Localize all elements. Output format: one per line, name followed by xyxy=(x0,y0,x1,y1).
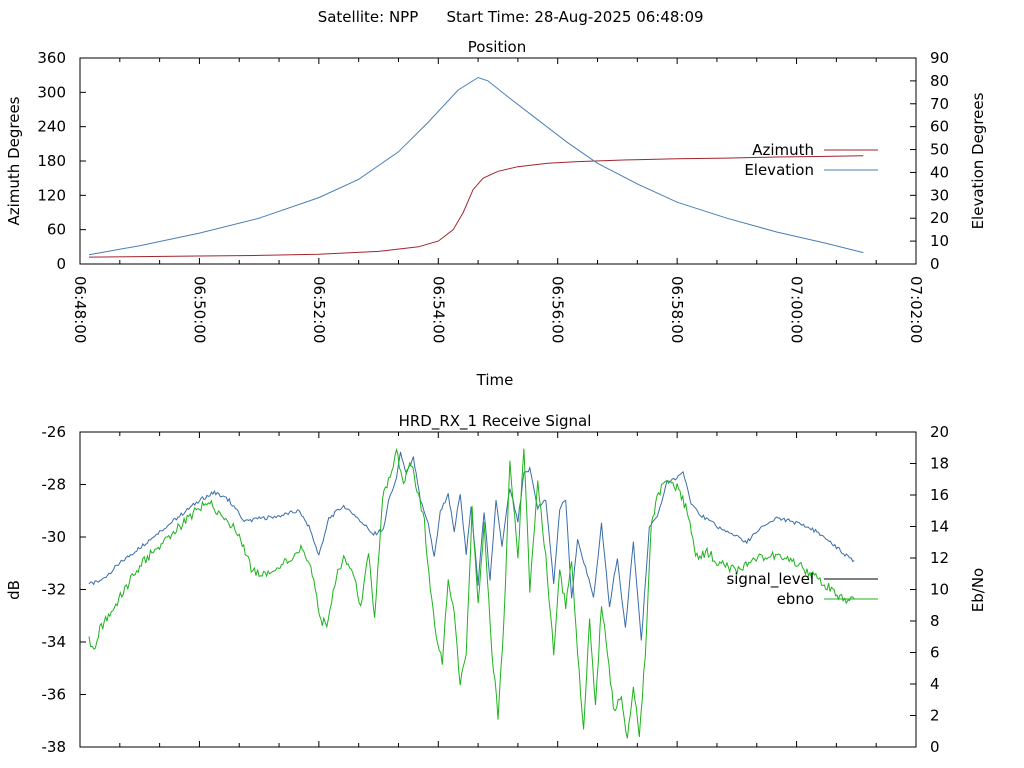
position-ytick-label: 300 xyxy=(37,83,66,101)
receive-signal-ylabel: dB xyxy=(5,580,23,600)
position-series-azimuth-line xyxy=(88,155,864,258)
position-chart-title: Position xyxy=(468,38,526,56)
receive-signal-ytick-label: -26 xyxy=(42,423,67,441)
header-satellite: Satellite: NPP xyxy=(318,8,419,26)
receive-signal-plot-area: -38 -36 -34 -32 -30 -28 -26 0 2 4 6 8 10 12 14 16 18 20 xyxy=(42,423,950,756)
receive-signal-ytick-label: -36 xyxy=(42,686,67,704)
position-ytick-label: 0 xyxy=(56,255,66,273)
position-y2tick-label: 30 xyxy=(930,186,949,204)
position-legend-label: Elevation xyxy=(744,161,814,179)
position-xtick-label: 07:02:00 xyxy=(907,276,925,343)
position-ylabel: Azimuth Degrees xyxy=(5,96,23,225)
receive-signal-chart: HRD_RX_1 Receive Signal -38-36-34-32-30-… xyxy=(5,412,987,756)
position-xtick-label: 06:50:00 xyxy=(190,276,208,343)
position-y2tick-label: 70 xyxy=(930,95,949,113)
receive-signal-y2tick-label: 14 xyxy=(930,518,949,536)
position-y2tick-label: 80 xyxy=(930,72,949,90)
receive-signal-y2tick-label: 10 xyxy=(930,581,949,599)
position-ytick-label: 360 xyxy=(37,49,66,67)
position-xtick-label: 07:00:00 xyxy=(788,276,806,343)
position-xtick-label: 06:56:00 xyxy=(549,276,567,343)
receive-signal-y2tick-label: 4 xyxy=(930,675,940,693)
position-xtick-label: 06:58:00 xyxy=(668,276,686,343)
position-y2tick-label: 10 xyxy=(930,232,949,250)
position-legend: Azimuth Elevation xyxy=(744,141,878,179)
position-xtick-label: 06:52:00 xyxy=(310,276,328,343)
receive-signal-title: HRD_RX_1 Receive Signal xyxy=(399,412,592,431)
position-y2tick-label: 90 xyxy=(930,49,949,67)
receive-signal-y2tick-label: 18 xyxy=(930,455,949,473)
receive-signal-series-ebno-line xyxy=(88,447,855,739)
position-ytick-label: 60 xyxy=(47,221,66,239)
position-chart: Position 0 60 120 180 240 300 360 0 10 20 30 40 50 60… xyxy=(5,38,987,389)
receive-signal-ytick-label: -30 xyxy=(42,528,67,546)
position-y2tick-label: 40 xyxy=(930,163,949,181)
receive-signal-plot-frame xyxy=(79,431,917,748)
receive-signal-y2tick-label: 8 xyxy=(930,612,940,630)
position-y2tick-label: 0 xyxy=(930,255,940,273)
position-y2tick-label: 60 xyxy=(930,118,949,136)
position-plot-area: 0 60 120 180 240 300 360 0 10 20 30 40 50 60 70 80 90 06:… xyxy=(37,49,949,343)
position-legend-label: Azimuth xyxy=(752,141,814,159)
receive-signal-y2tick-label: 6 xyxy=(930,644,940,662)
receive-signal-y2tick-label: 20 xyxy=(930,423,949,441)
position-xlabel: Time xyxy=(476,371,514,389)
receive-signal-ytick-label: -38 xyxy=(42,738,67,756)
receive-signal-legend-label: ebno xyxy=(777,590,814,608)
receive-signal-ytick-label: -28 xyxy=(42,476,67,494)
receive-signal-legend-label: signal_level xyxy=(726,570,814,589)
position-xtick-label: 06:54:00 xyxy=(429,276,447,343)
position-ytick-label: 180 xyxy=(37,152,66,170)
position-plot-frame xyxy=(79,57,917,265)
position-y2tick-label: 50 xyxy=(930,141,949,159)
position-xtick-label: 06:48:00 xyxy=(71,276,89,343)
position-series-elevation-line xyxy=(88,76,864,256)
receive-signal-y2label: Eb/No xyxy=(969,568,987,612)
receive-signal-y2tick-label: 0 xyxy=(930,738,940,756)
position-ytick-label: 120 xyxy=(37,186,66,204)
position-y2label: Elevation Degrees xyxy=(969,92,987,229)
receive-signal-y2tick-label: 2 xyxy=(930,707,940,725)
receive-signal-series-signal-level-line xyxy=(88,451,855,641)
receive-signal-y2tick-label: 12 xyxy=(930,549,949,567)
position-y2tick-label: 20 xyxy=(930,209,949,227)
position-ytick-label: 240 xyxy=(37,118,66,136)
receive-signal-ytick-label: -32 xyxy=(42,581,67,599)
header-start-time: Start Time: 28-Aug-2025 06:48:09 xyxy=(446,8,703,26)
receive-signal-y2tick-label: 16 xyxy=(930,486,949,504)
receive-signal-ytick-label: -34 xyxy=(42,633,67,651)
